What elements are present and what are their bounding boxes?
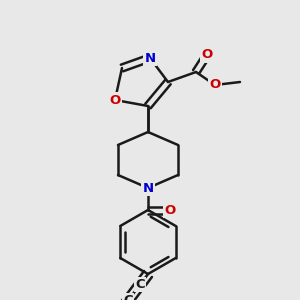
Text: C: C xyxy=(123,294,133,300)
Text: O: O xyxy=(110,94,121,106)
Text: O: O xyxy=(164,203,175,217)
Text: N: N xyxy=(144,52,156,64)
Text: N: N xyxy=(142,182,154,194)
Text: O: O xyxy=(201,49,213,62)
Text: C: C xyxy=(135,278,145,291)
Text: O: O xyxy=(209,79,220,92)
